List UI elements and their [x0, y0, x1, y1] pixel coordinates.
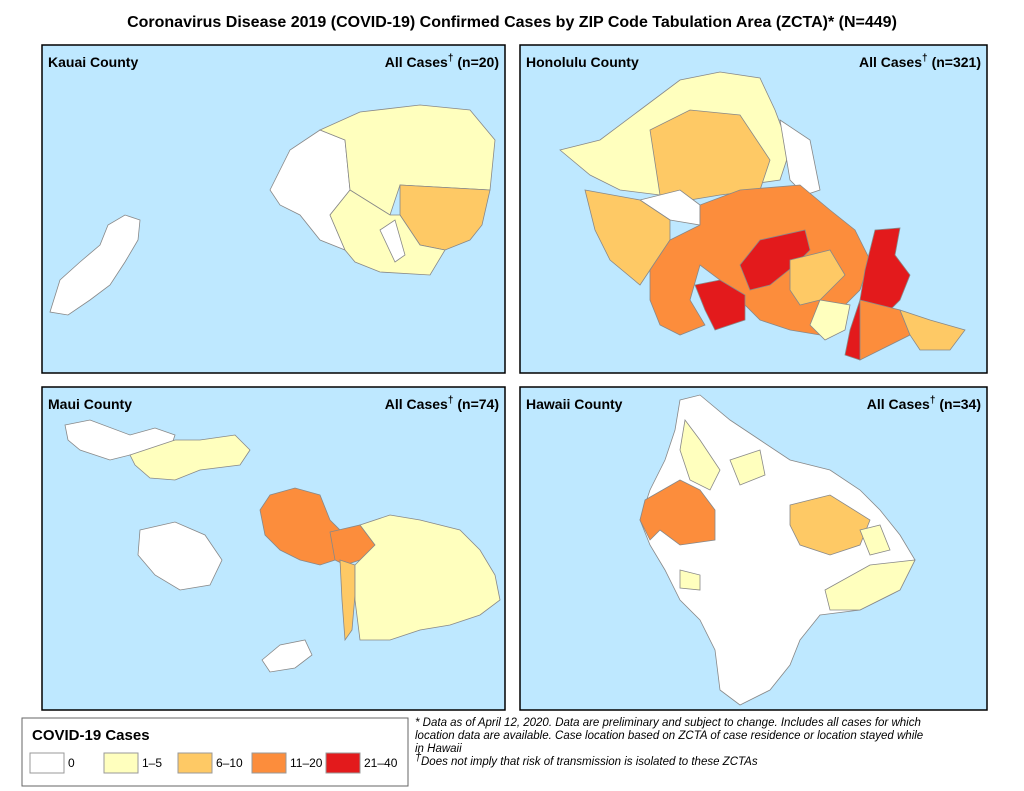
legend-label: 21–40 — [364, 756, 398, 770]
legend-swatch — [325, 752, 361, 774]
dagger: † — [448, 395, 454, 406]
cases-label: All Cases† (n=20) — [385, 53, 499, 70]
cases-text: All Cases — [385, 396, 448, 412]
legend-label: 1–5 — [142, 756, 162, 770]
legend-swatch — [177, 752, 213, 774]
cases-label: All Cases† (n=34) — [867, 395, 981, 412]
county-label: Hawaii County — [526, 396, 623, 412]
footnote-line: * Data as of April 12, 2020. Data are pr… — [415, 717, 921, 729]
legend-swatch — [251, 752, 287, 774]
legend-label: 6–10 — [216, 756, 243, 770]
legend-label: 0 — [68, 756, 75, 770]
hawaii-zctas — [639, 394, 916, 706]
dagger: † — [930, 395, 936, 406]
legend-label: 11–20 — [290, 756, 323, 770]
legend-title: COVID-19 Cases — [32, 727, 150, 744]
footnote-mark: † — [415, 752, 422, 764]
cases-text: All Cases — [385, 54, 448, 70]
footnote-line: location data are available. Case locati… — [415, 730, 923, 742]
kauai-islands — [49, 104, 496, 316]
n-text: (n=74) — [457, 396, 499, 412]
legend-swatch — [29, 752, 65, 774]
footnote-line: Does not imply that risk of transmission… — [421, 756, 758, 768]
maui-islands — [64, 419, 501, 673]
county-label: Kauai County — [48, 54, 138, 70]
legend-swatch — [103, 752, 139, 774]
oahu-zctas — [559, 71, 966, 361]
cases-text: All Cases — [859, 54, 922, 70]
cases-label: All Cases† (n=74) — [385, 395, 499, 412]
county-label: Maui County — [48, 396, 132, 412]
cases-text: All Cases — [867, 396, 930, 412]
county-label: Honolulu County — [526, 54, 639, 70]
title: Coronavirus Disease 2019 (COVID-19) Conf… — [127, 14, 897, 31]
legend-items: 0 1–5 6–10 11–20 21–40 — [29, 752, 398, 774]
dagger: † — [448, 53, 454, 64]
footnote-line: in Hawaii — [415, 743, 462, 755]
n-text: (n=20) — [457, 54, 499, 70]
footnotes: * Data as of April 12, 2020. Data are pr… — [415, 717, 923, 768]
dagger: † — [922, 53, 928, 64]
n-text: (n=34) — [939, 396, 981, 412]
n-text: (n=321) — [932, 54, 981, 70]
cases-label: All Cases† (n=321) — [859, 53, 981, 70]
legend-box — [21, 717, 409, 787]
